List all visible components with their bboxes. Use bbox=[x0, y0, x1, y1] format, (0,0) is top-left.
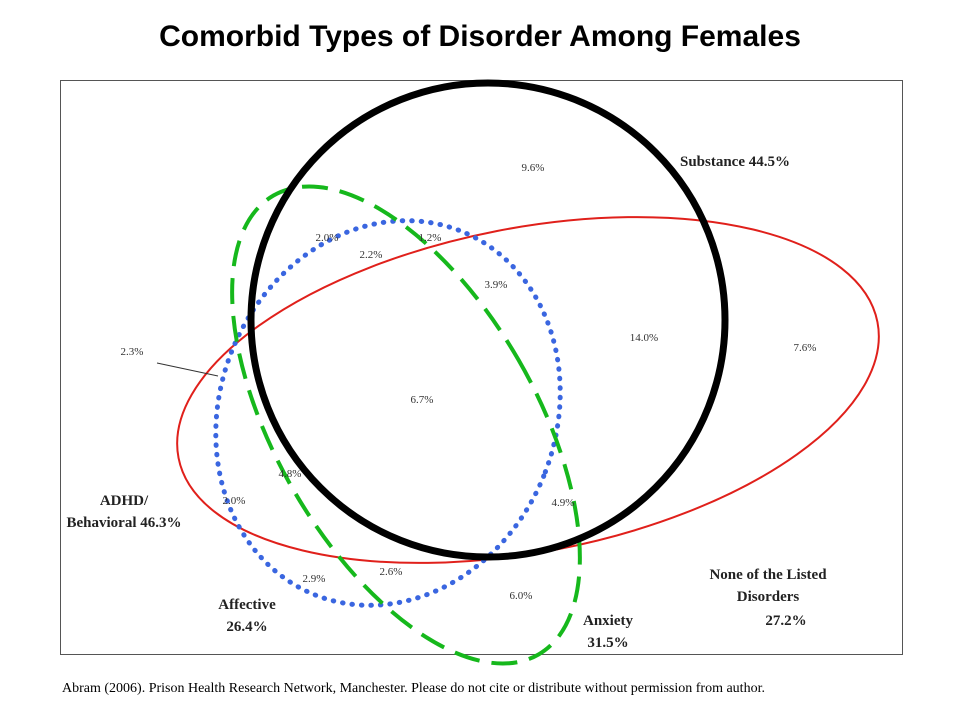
region-label: 6.0% bbox=[510, 590, 533, 602]
set-label-affective: Affective bbox=[218, 597, 276, 613]
none-label: 27.2% bbox=[765, 613, 806, 629]
set-label-anxiety: 31.5% bbox=[587, 635, 628, 651]
region-label: 3.9% bbox=[485, 279, 508, 291]
region-label: 7.6% bbox=[794, 342, 817, 354]
set-outline-anxiety bbox=[230, 184, 582, 666]
set-label-adhd: Behavioral 46.3% bbox=[67, 515, 182, 531]
set-label-adhd: ADHD/ bbox=[100, 493, 149, 509]
region-label: 2.6% bbox=[380, 566, 403, 578]
region-label: 14.0% bbox=[630, 332, 658, 344]
leader-line-2-3 bbox=[156, 362, 219, 377]
none-label: Disorders bbox=[737, 589, 800, 605]
set-outline-affective bbox=[213, 218, 563, 608]
region-label: 4.8% bbox=[279, 468, 302, 480]
region-label: 9.6% bbox=[522, 162, 545, 174]
region-label: 2.0% bbox=[223, 495, 246, 507]
set-outline-substance bbox=[247, 79, 729, 561]
region-label: 2.3% bbox=[121, 346, 144, 358]
set-label-substance: Substance 44.5% bbox=[680, 154, 790, 170]
region-label: 2.2% bbox=[360, 249, 383, 261]
set-label-anxiety: Anxiety bbox=[583, 613, 633, 629]
region-label: 6.7% bbox=[411, 394, 434, 406]
region-label: 2.0% bbox=[316, 232, 339, 244]
region-label: 2.9% bbox=[303, 573, 326, 585]
source-footnote: Abram (2006). Prison Health Research Net… bbox=[62, 681, 765, 696]
region-label: 4.9% bbox=[552, 497, 575, 509]
region-label: 1.2% bbox=[419, 232, 442, 244]
set-label-affective: 26.4% bbox=[226, 619, 267, 635]
none-label: None of the Listed bbox=[709, 567, 827, 583]
chart-title: Comorbid Types of Disorder Among Females bbox=[159, 20, 801, 53]
